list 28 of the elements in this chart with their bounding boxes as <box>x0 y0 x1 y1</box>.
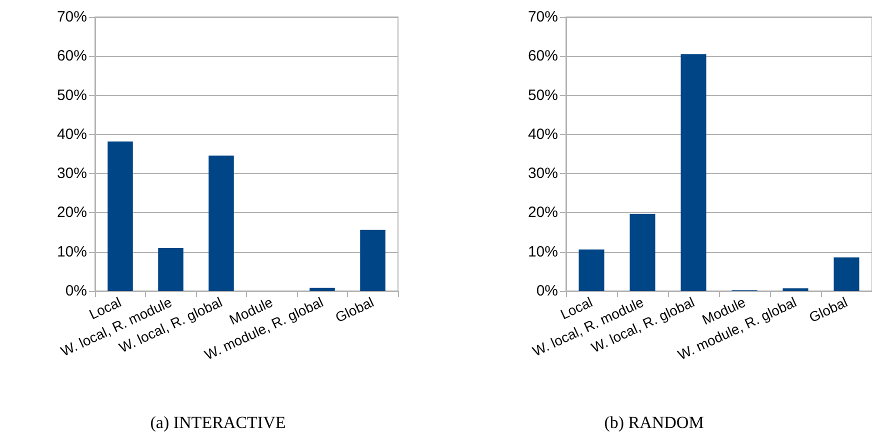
y-tick-label: 10% <box>56 243 87 260</box>
y-tick-label: 40% <box>528 126 558 143</box>
text: (a) INTERACTIVE <box>150 413 286 432</box>
y-tick-label: 0% <box>536 282 558 300</box>
text: (b) RANDOM <box>604 413 704 432</box>
y-tick-label: 60% <box>528 48 558 65</box>
bar <box>630 214 656 291</box>
bar <box>578 250 604 291</box>
bar <box>208 156 234 291</box>
y-tick-label: 50% <box>528 86 558 104</box>
y-tick-label: 60% <box>56 48 87 65</box>
y-tick-label: 20% <box>56 204 87 222</box>
bar <box>108 141 133 291</box>
y-tick-label: 30% <box>56 165 87 182</box>
y-tick-label: 0% <box>65 282 87 300</box>
bar <box>834 257 860 291</box>
y-tick-label: 70% <box>56 8 87 26</box>
bar <box>310 288 335 291</box>
y-tick-label: 70% <box>528 8 558 26</box>
y-tick-label: 40% <box>56 126 87 143</box>
y-tick-label: 30% <box>528 165 558 182</box>
bar <box>680 54 706 291</box>
y-tick-label: 20% <box>528 204 558 222</box>
bar <box>158 248 184 291</box>
bar <box>360 230 386 291</box>
bar <box>782 288 808 291</box>
y-tick-label: 50% <box>56 86 87 104</box>
y-tick-label: 10% <box>528 243 558 260</box>
